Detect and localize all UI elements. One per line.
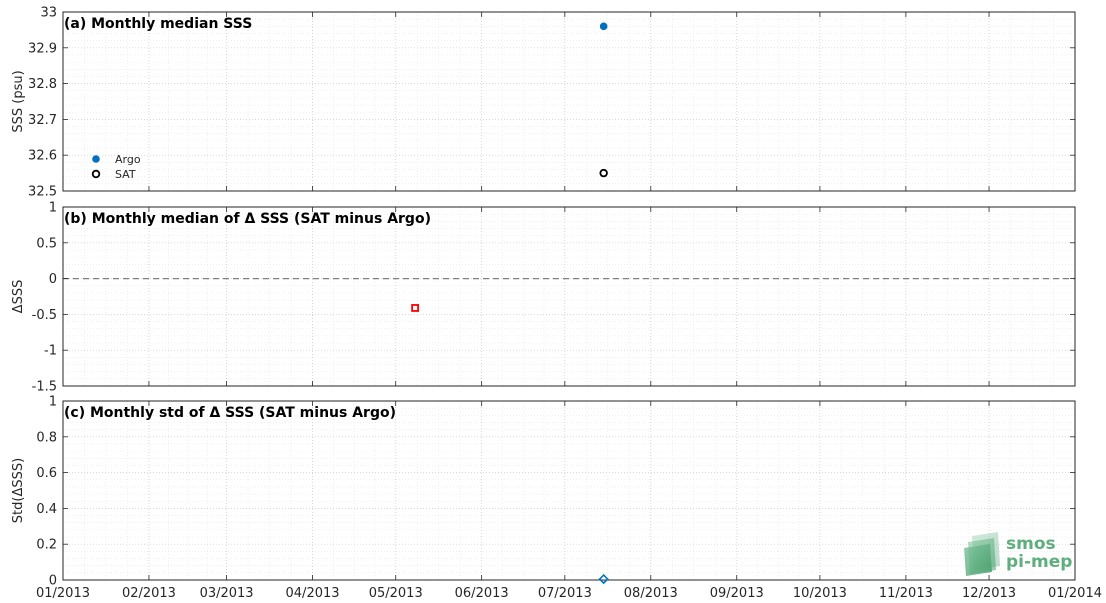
x-tick-label: 12/2013 (962, 586, 1016, 601)
y-tick-label: 0.6 (36, 466, 57, 481)
y-axis-label: Std(ΔSSS) (11, 458, 26, 523)
axes-frame (62, 11, 1076, 192)
y-tick-label: -1 (44, 344, 57, 359)
data-point-delta-std (598, 573, 609, 585)
y-tick-label: -1.5 (32, 380, 57, 395)
y-tick-label: 32.8 (28, 77, 57, 92)
y-tick-label: 0 (49, 272, 57, 287)
x-tick-label: 11/2013 (879, 586, 933, 601)
y-tick-label: 0 (49, 574, 57, 589)
axes-frame (62, 206, 1076, 387)
x-tick-label: 08/2013 (624, 586, 678, 601)
x-tick-label: 01/2013 (36, 586, 90, 601)
y-tick-label: 32.6 (28, 149, 57, 164)
x-tick-label: 05/2013 (369, 586, 423, 601)
plot-area (63, 12, 1075, 191)
y-tick-label: 32.9 (28, 41, 57, 56)
x-tick-label: 03/2013 (200, 586, 254, 601)
axes-frame (62, 400, 1076, 581)
y-tick-label: 32.5 (28, 185, 57, 200)
panel-c: 0 0.2 0.4 0.6 0.8 1 Std(ΔSSS) (c) Monthly std o… (11, 395, 1102, 602)
y-axis-label: ΔSSS (11, 280, 26, 314)
x-tick-label: 02/2013 (122, 586, 176, 601)
y-tick-label: 1 (49, 201, 57, 216)
panel-title: (a) Monthly median SSS (64, 16, 252, 32)
data-point-argo (599, 22, 608, 31)
x-tick-label: 06/2013 (455, 586, 509, 601)
y-tick-label: 0.2 (36, 538, 57, 553)
panel-title: (b) Monthly median of Δ SSS (SAT minus A… (64, 211, 431, 227)
smos-pi-mep-logo: smos pi-mep (964, 532, 1072, 576)
legend-label-sat: SAT (115, 168, 136, 181)
y-tick-label: 0.5 (36, 236, 57, 251)
x-tick-label: 09/2013 (710, 586, 764, 601)
data-point-delta-median (411, 304, 420, 312)
x-tick-label: 04/2013 (286, 586, 340, 601)
y-tick-label: -0.5 (32, 308, 57, 323)
x-tick-label: 10/2013 (793, 586, 847, 601)
logo-text-pi-mep: pi-mep (1006, 552, 1072, 572)
logo-text-smos: smos (1006, 534, 1056, 554)
plot-area (63, 401, 1075, 580)
y-tick-label: 1 (49, 395, 57, 410)
panel-b: -1.5 -1 -0.5 0 0.5 1 ΔSSS (b) Monthly median of… (11, 201, 1076, 395)
panel-a: 32.5 32.6 32.7 32.8 32.9 33 SSS (psu) (a) Month… (11, 6, 1076, 200)
y-tick-label: 32.7 (28, 113, 57, 128)
legend-marker-argo (92, 155, 100, 163)
y-axis-label: SSS (psu) (11, 70, 26, 132)
x-tick-label: 01/2014 (1048, 586, 1102, 601)
y-tick-label: 0.4 (36, 502, 57, 517)
y-tick-label: 33 (40, 6, 57, 21)
panel-title: (c) Monthly std of Δ SSS (SAT minus Argo… (64, 405, 396, 421)
x-tick-label: 07/2013 (538, 586, 592, 601)
data-point-sat (599, 168, 608, 178)
legend-label-argo: Argo (115, 153, 141, 166)
plot-area (63, 207, 1075, 386)
y-tick-label: 0.8 (36, 430, 57, 445)
legend-marker-sat (91, 169, 101, 179)
